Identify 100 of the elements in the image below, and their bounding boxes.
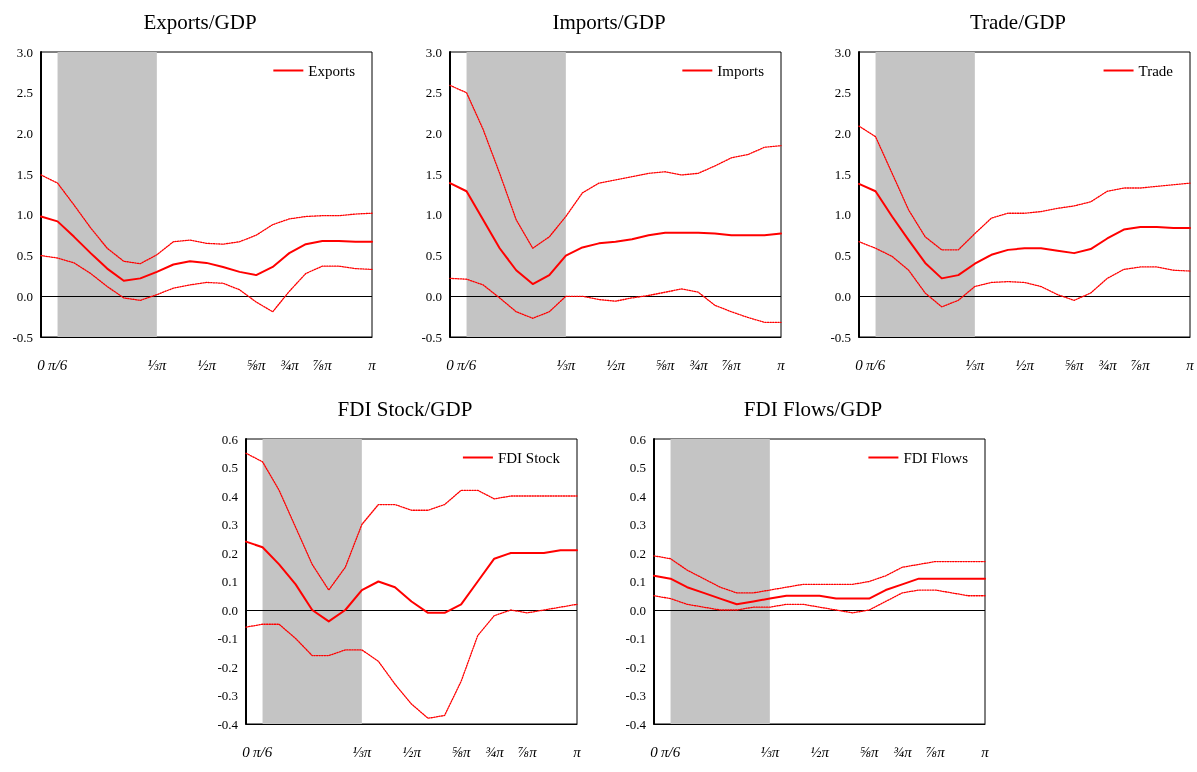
x-tick-label: ¾π	[279, 356, 300, 373]
y-tick-label: 1.5	[425, 166, 442, 182]
y-tick-label: -0.1	[625, 631, 646, 646]
legend-label: FDI Stock	[497, 449, 561, 466]
x-tick-label: π/6	[865, 356, 886, 373]
x-tick-label: ½π	[1015, 356, 1035, 373]
chart-title: Trade/GDP	[969, 9, 1067, 34]
line-series	[40, 254, 373, 313]
line-series	[449, 277, 782, 323]
y-tick-label: -0.4	[625, 716, 647, 732]
y-tick-label: 3.0	[16, 44, 33, 60]
y-tick-label: 0.5	[629, 460, 646, 475]
x-tick-label: ⅝π	[451, 743, 472, 760]
line-series	[653, 555, 986, 594]
line-series	[858, 182, 1191, 280]
y-tick-label: 3.0	[425, 44, 442, 60]
x-tick-label: π	[573, 743, 582, 760]
x-tick-label: 0	[855, 356, 864, 373]
y-tick-label: 0.3	[629, 517, 646, 532]
x-tick-label: ⅞π	[1130, 356, 1151, 373]
legend-label: Trade	[1138, 62, 1174, 79]
line-series	[245, 540, 578, 623]
x-tick-label: ⅓π	[760, 743, 780, 760]
x-tick-label: ⅝π	[859, 743, 880, 760]
y-tick-label: -0.4	[217, 716, 239, 732]
chart-title: FDI Stock/GDP	[337, 396, 473, 421]
x-tick-label: 0	[242, 743, 251, 760]
x-tick-label: ¾π	[484, 743, 505, 760]
line-series	[40, 174, 373, 265]
x-tick-label: π/6	[252, 743, 273, 760]
x-tick-label: ⅝π	[655, 356, 676, 373]
x-tick-label: ⅓π	[147, 356, 167, 373]
y-tick-label: 1.5	[16, 166, 33, 182]
y-tick-label: 2.5	[425, 85, 442, 101]
y-tick-label: 0.6	[629, 431, 647, 447]
chart-title: Exports/GDP	[143, 9, 257, 34]
y-tick-label: 0.5	[425, 248, 442, 264]
y-tick-label: 0.1	[629, 574, 646, 589]
legend-label: FDI Flows	[903, 449, 969, 466]
y-tick-label: 2.0	[834, 125, 851, 141]
chart-title: Imports/GDP	[552, 9, 666, 34]
y-tick-label: 0.2	[629, 545, 646, 561]
x-tick-label: ⅞π	[925, 743, 946, 760]
x-tick-label: π/6	[660, 743, 681, 760]
x-tick-label: 0	[446, 356, 455, 373]
line-series	[245, 603, 578, 719]
x-tick-label: ½π	[606, 356, 626, 373]
y-tick-label: 1.0	[834, 207, 851, 223]
y-tick-label: 0.5	[16, 248, 33, 264]
y-tick-label: 1.0	[425, 207, 442, 223]
x-tick-label: π/6	[47, 356, 68, 373]
y-tick-label: 2.0	[425, 125, 442, 141]
y-tick-label: 2.5	[834, 85, 851, 101]
y-tick-label: 0.0	[834, 288, 851, 304]
x-tick-label: ¾π	[688, 356, 709, 373]
x-tick-label: ⅞π	[517, 743, 538, 760]
y-tick-label: -0.5	[12, 329, 33, 345]
legend-label: Exports	[308, 62, 356, 79]
x-tick-label: π/6	[456, 356, 477, 373]
x-tick-label: ⅓π	[965, 356, 985, 373]
y-tick-label: 0.0	[425, 288, 442, 304]
y-tick-label: 0.5	[221, 460, 238, 475]
y-tick-label: 0.0	[221, 602, 238, 618]
x-tick-label: π	[777, 356, 786, 373]
legend-label: Imports	[717, 62, 765, 79]
y-tick-label: 0.5	[834, 248, 851, 264]
line-series	[245, 452, 578, 591]
y-tick-label: -0.5	[830, 329, 851, 345]
y-tick-label: 0.1	[221, 574, 238, 589]
x-tick-label: ⅞π	[721, 356, 742, 373]
y-tick-label: 0.3	[221, 517, 238, 532]
x-tick-label: ½π	[402, 743, 422, 760]
y-tick-label: 1.0	[16, 207, 33, 223]
x-tick-label: ⅓π	[352, 743, 372, 760]
y-tick-label: -0.3	[625, 688, 646, 703]
y-tick-label: -0.2	[217, 659, 238, 675]
line-series	[653, 574, 986, 606]
y-tick-label: 0.2	[221, 545, 238, 561]
y-tick-label: 2.5	[16, 85, 33, 101]
y-tick-label: 2.0	[16, 125, 33, 141]
y-tick-label: 0.4	[221, 488, 239, 504]
y-tick-label: -0.1	[217, 631, 238, 646]
x-tick-label: ⅝π	[1064, 356, 1085, 373]
y-tick-label: 0.0	[629, 602, 646, 618]
chart-title: FDI Flows/GDP	[743, 396, 883, 421]
x-tick-label: ½π	[197, 356, 217, 373]
x-tick-label: π	[981, 743, 990, 760]
y-tick-label: -0.2	[625, 659, 646, 675]
y-tick-label: -0.3	[217, 688, 238, 703]
x-tick-label: 0	[37, 356, 46, 373]
x-tick-label: 0	[650, 743, 659, 760]
line-series	[858, 125, 1191, 251]
line-series	[449, 182, 782, 286]
y-tick-label: 0.6	[221, 431, 239, 447]
line-series	[449, 84, 782, 249]
x-tick-label: ¾π	[1097, 356, 1118, 373]
x-tick-label: ⅝π	[246, 356, 267, 373]
y-tick-label: 0.0	[16, 288, 33, 304]
y-tick-label: 0.4	[629, 488, 647, 504]
y-tick-label: 1.5	[834, 166, 851, 182]
